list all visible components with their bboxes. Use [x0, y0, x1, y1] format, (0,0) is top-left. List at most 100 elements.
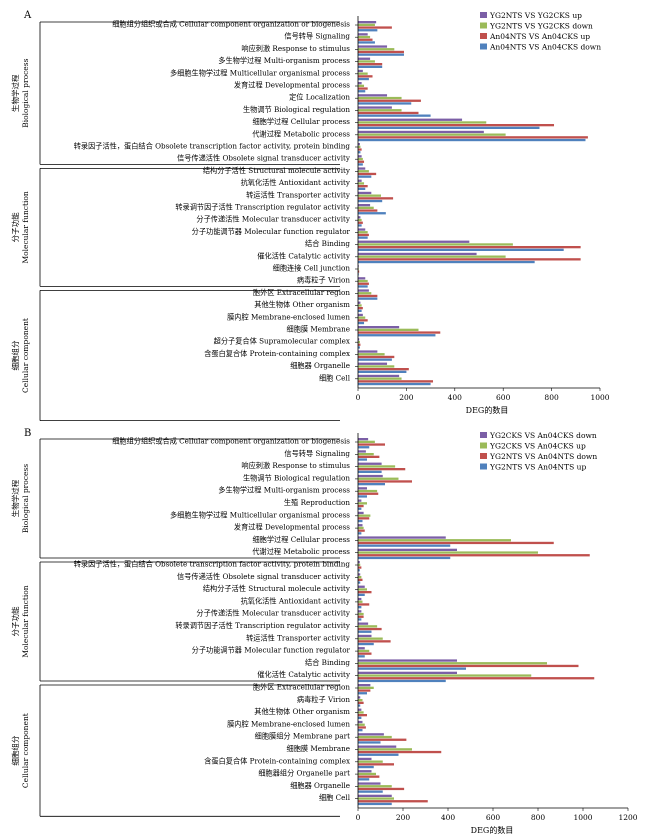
bar: [358, 102, 412, 105]
bar: [358, 502, 367, 505]
bar: [358, 489, 378, 493]
bar: [358, 209, 378, 212]
category-label: 细胞膜组分 Membrane part: [255, 732, 350, 741]
category-label: 响应刺激 Response to stimulus: [241, 461, 350, 470]
category-label: 细胞组分组织或合成 Cellular component organizatio…: [112, 20, 350, 29]
bar: [358, 802, 392, 806]
bar: [358, 313, 363, 317]
bar: [358, 69, 363, 73]
bar: [358, 228, 366, 231]
category-label: 结合 Binding: [305, 239, 350, 248]
bar: [358, 246, 581, 249]
bar: [358, 738, 407, 741]
legend-swatch: [480, 463, 487, 470]
bar: [358, 465, 396, 468]
bar: [358, 716, 362, 719]
category-label: 信号转导 Signaling: [284, 32, 350, 41]
bar: [358, 708, 362, 711]
bar: [358, 585, 365, 588]
bar: [358, 578, 363, 581]
bar: [358, 603, 370, 606]
bar: [358, 511, 364, 515]
legend-swatch: [480, 432, 487, 438]
bar: [358, 143, 360, 146]
bar: [358, 487, 367, 490]
bar: [358, 218, 362, 222]
bar: [358, 136, 588, 139]
x-tick-label: 200: [396, 813, 411, 822]
category-label: 发育过程 Developmental process: [234, 523, 350, 532]
category-label: 抗氧化活性 Antioxidant activity: [241, 178, 351, 187]
category-label: 催化活性 Catalytic activity: [257, 251, 351, 260]
category-label: 含蛋白复合体 Protein-containing complex: [204, 349, 350, 358]
category-label: 多生物学过程 Multi-organism process: [218, 486, 350, 495]
bar: [358, 94, 388, 97]
bar: [358, 87, 368, 90]
category-label: 转运活性 Transporter activity: [246, 633, 351, 642]
legend-label: YG2NTS VS An04NTS up: [489, 463, 586, 472]
category-label: 信号传递活性 Obsolete signal transducer activi…: [177, 572, 351, 581]
bar: [358, 701, 364, 704]
bar: [358, 292, 372, 295]
bar: [358, 593, 365, 596]
bar: [358, 677, 595, 680]
bar: [358, 362, 388, 365]
bar: [358, 517, 370, 520]
bar: [358, 519, 363, 523]
category-label: 超分子复合体 Supramolecular complex: [214, 337, 350, 346]
bar: [358, 355, 395, 359]
bar: [358, 77, 369, 81]
group-label-en: Cellular component: [21, 713, 30, 788]
bar: [358, 155, 362, 158]
bar: [358, 499, 362, 502]
bar: [358, 216, 361, 219]
bar: [358, 380, 434, 383]
category-label: 细胞 Cell: [319, 793, 351, 802]
legend-label: An04NTS VS An04CKS up: [489, 32, 590, 41]
bar: [358, 529, 365, 532]
bar: [358, 544, 451, 547]
category-label: 抗氧化活性 Antioxidant activity: [241, 596, 351, 605]
bar: [358, 748, 412, 751]
bar: [358, 474, 383, 478]
bar: [358, 321, 365, 325]
x-tick-label: 1000: [573, 813, 592, 822]
x-tick-label: 1200: [618, 813, 637, 822]
category-label: 分子传递活性 Molecular transducer activity: [196, 609, 351, 618]
bar: [358, 294, 378, 298]
bar: [358, 450, 366, 453]
category-label: 病毒粒子 Virion: [297, 276, 350, 285]
bar: [358, 21, 377, 24]
x-axis-title: DEG的数目: [466, 405, 509, 415]
bar: [358, 679, 446, 683]
bar: [358, 507, 362, 510]
bar: [358, 714, 367, 717]
bar: [358, 548, 457, 551]
bar: [358, 588, 367, 591]
bar: [358, 187, 366, 190]
bar: [358, 453, 374, 456]
bar: [358, 566, 362, 569]
bar: [358, 368, 409, 371]
category-label: 细胞学过程 Cellular process: [252, 535, 350, 544]
category-label: 生殖 Reproduction: [284, 498, 350, 507]
bar: [358, 440, 375, 443]
x-tick-label: 600: [486, 813, 501, 822]
bar: [358, 539, 511, 542]
bar: [358, 532, 362, 535]
bar: [358, 38, 373, 41]
bar: [358, 723, 365, 726]
bar: [358, 382, 431, 386]
bar: [358, 133, 506, 136]
bar: [358, 45, 388, 48]
bar: [358, 233, 369, 237]
bar: [358, 634, 372, 638]
bar: [358, 35, 371, 39]
bar: [358, 33, 368, 36]
bar: [358, 504, 364, 508]
category-label: 结合 Binding: [305, 658, 350, 667]
category-label: 生物调节 Biological regulation: [243, 105, 350, 114]
bar: [358, 729, 363, 732]
x-tick-label: 0: [356, 813, 361, 822]
